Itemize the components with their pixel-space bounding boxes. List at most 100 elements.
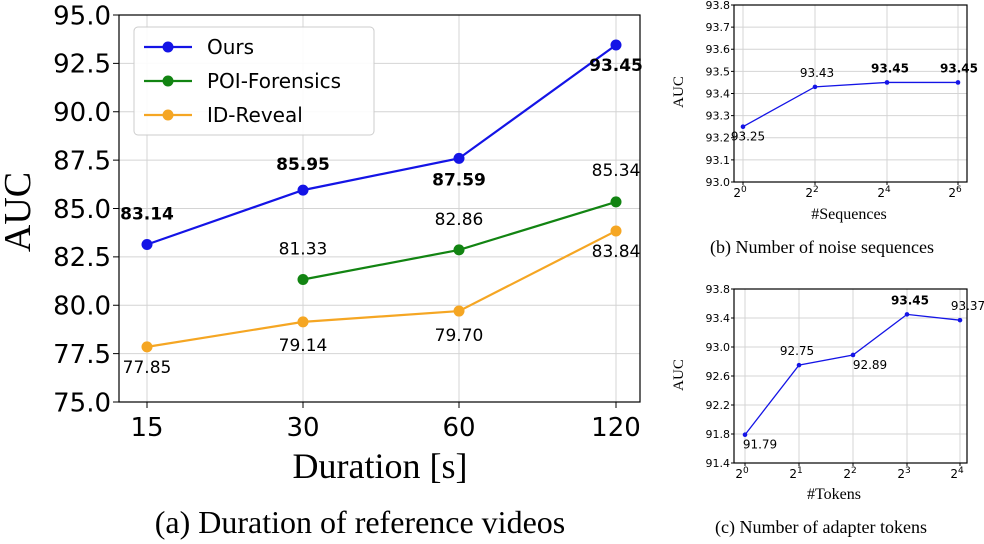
data-point — [610, 39, 622, 51]
data-label: 83.14 — [120, 204, 174, 224]
x-tick-exponent: 2 — [813, 185, 819, 195]
data-point — [610, 196, 622, 208]
data-label: 85.34 — [592, 161, 641, 181]
data-label: 83.84 — [592, 242, 641, 262]
x-tick-base: 2 — [733, 186, 741, 200]
y-tick-label: 92.2 — [706, 399, 731, 412]
x-axis-label: Duration [s] — [293, 446, 468, 486]
data-point — [850, 352, 856, 358]
y-tick-label: 87.5 — [53, 146, 111, 176]
data-label: 79.14 — [279, 336, 328, 356]
y-tick-label: 85.0 — [53, 195, 111, 225]
y-tick-label: 93.1 — [706, 154, 731, 167]
x-tick-label: 20 — [733, 185, 747, 200]
x-tick-base: 2 — [948, 186, 956, 200]
data-label: 93.45 — [940, 61, 978, 75]
x-tick-label: 24 — [877, 185, 891, 200]
x-tick-base: 2 — [897, 467, 905, 481]
data-point — [297, 274, 309, 286]
legend-swatch-marker — [162, 41, 174, 53]
data-label: 92.75 — [780, 344, 814, 358]
y-tick-label: 93.6 — [706, 43, 731, 56]
x-tick-base: 2 — [843, 467, 851, 481]
y-tick-label: 93.0 — [706, 176, 731, 189]
y-tick-label: 93.4 — [706, 87, 731, 100]
series-line-id-reveal — [146, 229, 617, 348]
data-label: 93.37 — [951, 299, 984, 313]
x-tick-base: 2 — [789, 467, 797, 481]
data-label: 93.45 — [871, 61, 909, 75]
x-tick-base: 2 — [877, 186, 885, 200]
x-tick-base: 2 — [950, 467, 958, 481]
x-tick-label: 21 — [789, 466, 802, 481]
y-tick-label: 93.3 — [706, 110, 731, 123]
data-label: 82.86 — [435, 210, 484, 230]
x-tick-label: 60 — [442, 413, 475, 443]
x-tick-label: 22 — [843, 466, 856, 481]
data-point — [957, 317, 963, 323]
y-tick-label: 82.5 — [53, 243, 111, 273]
data-label: 81.33 — [279, 240, 328, 260]
data-point — [453, 305, 465, 317]
x-tick-label: 30 — [286, 413, 319, 443]
data-label: 87.59 — [432, 170, 486, 190]
chart-panel-3: 91.491.892.292.693.093.493.820 21 22 23 2491… — [671, 283, 984, 538]
y-tick-label: 93.5 — [706, 65, 731, 78]
data-point — [796, 362, 802, 368]
data-point — [740, 124, 746, 129]
x-tick-exponent: 1 — [797, 466, 803, 476]
y-tick-label: 93.2 — [706, 132, 731, 145]
chart-panel-1: 75.0 77.5 80.0 82.5 85.0 87.5 90.0 92.5 95.0 15 30… — [0, 1, 643, 540]
y-tick-label: 92.5 — [53, 50, 111, 80]
y-tick-label: 95.0 — [53, 1, 111, 31]
data-point — [904, 312, 910, 317]
y-tick-label: 80.0 — [53, 292, 111, 322]
x-tick-label: 20 — [735, 466, 749, 481]
x-tick-base: 2 — [735, 467, 743, 481]
y-axis-label: AUC — [0, 172, 39, 252]
x-tick-label: 120 — [591, 413, 641, 443]
x-tick-exponent: 4 — [958, 466, 964, 476]
chart-panel-2: 93.093.193.293.393.493.593.693.793.820 22… — [671, 0, 978, 258]
legend-entry: POI-Forensics — [207, 69, 341, 93]
data-label: 79.70 — [435, 326, 484, 346]
x-axis-label: #Tokens — [807, 486, 861, 503]
data-point — [955, 80, 961, 85]
panel-caption: (b) Number of noise sequences — [710, 237, 934, 258]
data-label: 93.45 — [589, 56, 643, 76]
y-tick-label: 91.8 — [706, 428, 731, 441]
y-axis-label: AUC — [671, 76, 687, 108]
x-tick-label: 24 — [950, 466, 964, 481]
plot-frame — [118, 14, 641, 403]
panel-caption: (a) Duration of reference videos — [155, 504, 565, 540]
y-tick-label: 93.0 — [706, 341, 731, 354]
legend-swatch-marker — [162, 109, 174, 121]
data-point — [141, 341, 153, 353]
x-tick-exponent: 0 — [743, 466, 749, 476]
data-point — [297, 316, 309, 328]
legend-swatch-marker — [162, 75, 174, 87]
x-tick-exponent: 2 — [851, 466, 857, 476]
series-line-ours — [146, 44, 617, 246]
panel-caption: (c) Number of adapter tokens — [715, 517, 927, 538]
x-tick-label: 22 — [805, 185, 818, 200]
data-point — [742, 432, 748, 438]
plot-frame — [733, 288, 968, 464]
x-tick-label: 15 — [130, 413, 163, 443]
x-tick-label: 23 — [897, 466, 910, 481]
y-tick-label: 77.5 — [53, 340, 111, 370]
y-tick-label: 75.0 — [53, 388, 111, 418]
data-point — [297, 184, 309, 196]
y-tick-label: 93.8 — [706, 283, 731, 296]
y-tick-label: 93.4 — [706, 312, 731, 325]
legend: Ours POI-Forensics ID-Reveal — [133, 26, 375, 136]
data-label: 93.25 — [731, 130, 765, 144]
data-label: 91.79 — [743, 438, 777, 452]
x-tick-exponent: 4 — [885, 185, 891, 195]
plot-frame — [733, 4, 968, 183]
y-axis-label: AUC — [671, 359, 687, 391]
data-label: 77.85 — [123, 358, 172, 378]
x-tick-exponent: 0 — [741, 185, 747, 195]
series-line-auc — [742, 81, 958, 128]
